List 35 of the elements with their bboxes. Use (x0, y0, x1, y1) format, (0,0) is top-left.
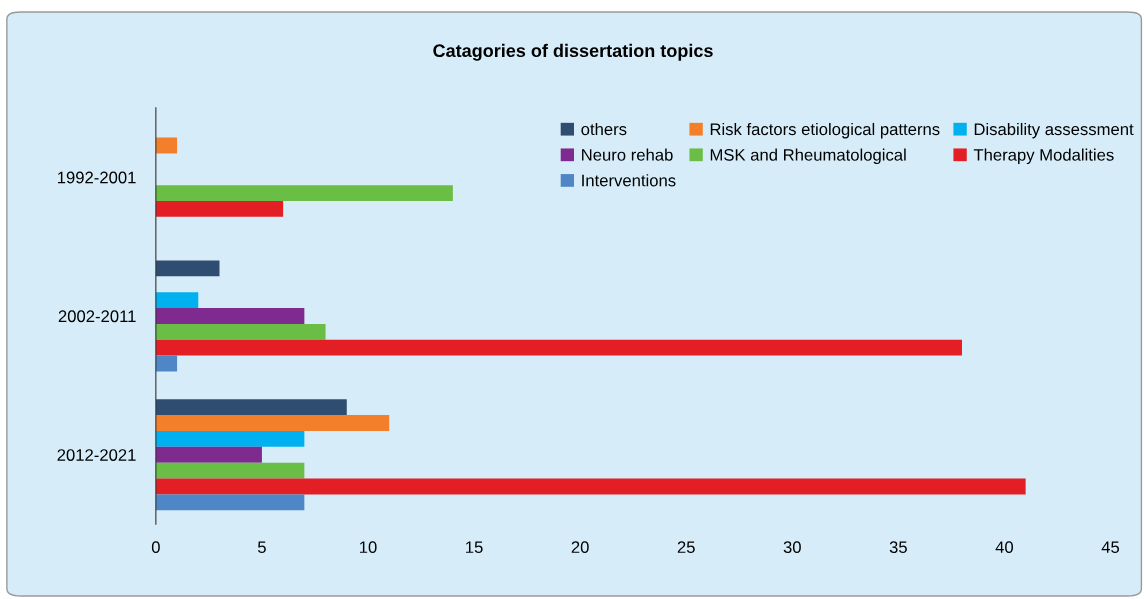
y-tick-label: 2002-2011 (58, 310, 136, 323)
legend-label: Therapy Modalities (973, 148, 1114, 165)
bar (155, 430, 305, 447)
bar (155, 415, 390, 431)
x-tick-label: 10 (360, 541, 377, 554)
x-tick-label: 35 (889, 541, 907, 554)
bar (155, 185, 453, 201)
legend-label: MSK and Rheumatological (710, 148, 906, 165)
bar (155, 399, 347, 416)
x-tick-label: 5 (257, 541, 266, 554)
bar (155, 339, 962, 356)
legend-label: Interventions (582, 174, 676, 187)
bar (155, 292, 199, 309)
chart-title: Catagories of dissertation topics (433, 43, 713, 61)
x-tick-label: 25 (677, 541, 695, 554)
y-tick-label: 1992-2001 (57, 171, 136, 184)
bar (155, 260, 220, 277)
bar (155, 200, 284, 217)
x-tick-label: 40 (995, 541, 1014, 554)
y-tick-label: 2012-2021 (57, 449, 136, 461)
bar (155, 478, 1026, 495)
bar (155, 494, 305, 511)
legend-label: others (581, 122, 627, 136)
x-tick-label: 30 (783, 541, 801, 554)
x-tick-label: 0 (151, 541, 160, 554)
bar (155, 462, 305, 479)
bar (155, 323, 326, 340)
legend-label: Disability assessment (974, 122, 1134, 139)
bar (155, 446, 262, 463)
x-tick-label: 45 (1101, 541, 1120, 554)
legend-label: Neuro rehab (582, 148, 673, 161)
x-tick-label: 20 (571, 541, 589, 554)
x-tick-label: 15 (466, 541, 483, 554)
bar (155, 308, 305, 324)
legend-label: Risk factors etiological patterns (710, 122, 940, 139)
